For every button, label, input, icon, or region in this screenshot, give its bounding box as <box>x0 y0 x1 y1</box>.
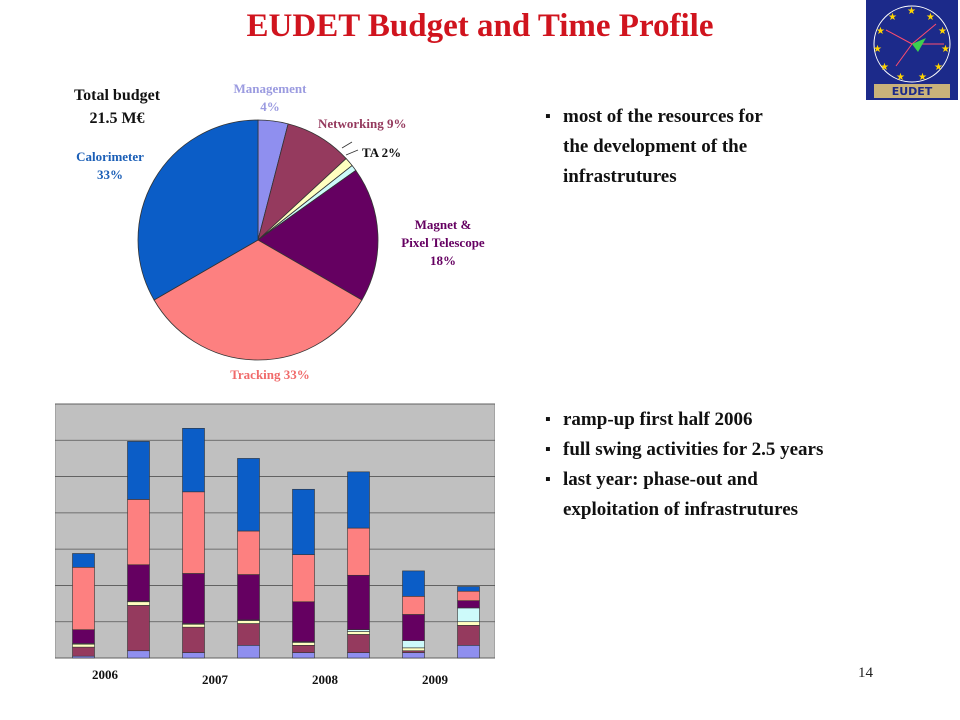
pie-slice-trk <box>153 239 363 361</box>
bar-segment <box>292 488 315 555</box>
bar-segment <box>72 629 95 644</box>
bar-segment <box>182 573 205 624</box>
pie-slice-cal <box>137 119 259 301</box>
bar-segment <box>72 643 95 648</box>
bar-segment <box>457 625 480 646</box>
svg-text:★: ★ <box>888 12 897 23</box>
bar-segment <box>402 640 425 649</box>
pie-label-ta: TA 2% <box>362 145 402 160</box>
bar-segment <box>347 634 370 653</box>
bullet-lastyear: last year: phase-out and <box>545 465 823 495</box>
bar-segment <box>347 631 370 635</box>
year-label-2008: 2008 <box>312 672 338 687</box>
eudet-logo: ★★★ ★★★ ★★★ ★★ EUDET <box>866 0 958 100</box>
bar-segment <box>292 554 315 603</box>
bar-segment <box>182 626 205 653</box>
pie-label-calorimeter: Calorimeter 33% <box>76 149 144 182</box>
bar-segment <box>182 623 205 628</box>
bar-segment <box>457 600 480 609</box>
svg-text:★: ★ <box>880 62 889 73</box>
bar-segment <box>457 607 480 623</box>
svg-text:★: ★ <box>918 72 927 83</box>
pie-leader-line-0 <box>341 141 353 149</box>
total-budget-label: Total budget 21.5 M€ <box>73 87 161 127</box>
bar-segment <box>237 574 260 621</box>
bar-segment <box>127 499 150 566</box>
year-label-2009: 2009 <box>422 672 448 687</box>
svg-text:★: ★ <box>873 44 882 55</box>
bar-segment <box>127 441 150 500</box>
logo-background <box>866 0 958 100</box>
bar-segment <box>402 614 425 641</box>
bar-segment <box>127 650 150 659</box>
bar-segment <box>347 527 370 576</box>
bar-segment <box>292 652 315 659</box>
svg-text:★: ★ <box>896 72 905 83</box>
bar-segment <box>347 652 370 659</box>
bar-segment <box>237 645 260 659</box>
plot-area <box>55 403 495 659</box>
bar-segment <box>402 652 425 659</box>
pie-leader-line-1 <box>345 149 359 156</box>
bar-segment <box>347 574 370 630</box>
bar-segment <box>72 553 95 568</box>
svg-text:★: ★ <box>934 62 943 73</box>
svg-text:★: ★ <box>926 12 935 23</box>
bar-segment <box>292 601 315 642</box>
bar-segment <box>237 623 260 646</box>
bar-segment <box>182 491 205 574</box>
bar-segment <box>457 621 480 626</box>
bar-segment <box>402 596 425 615</box>
bar-segment <box>457 586 480 592</box>
bar-segment <box>182 652 205 659</box>
budget-pie-chart <box>137 119 379 361</box>
pie-label-management: Management 4% <box>233 81 307 114</box>
bar-segment <box>72 646 95 657</box>
bar-segment <box>292 645 315 653</box>
year-label-2006: 2006 <box>92 667 118 682</box>
time-profile-bar-chart <box>55 403 495 659</box>
bar-segment <box>72 566 95 630</box>
year-label-2007: 2007 <box>202 672 228 687</box>
bar-segment <box>127 605 150 652</box>
bullet-resources: most of the resources for <box>545 102 763 132</box>
svg-text:★: ★ <box>907 6 916 17</box>
bar-segment <box>402 647 425 652</box>
bullets-resources: most of the resources for the developmen… <box>545 102 763 192</box>
bar-segment <box>237 620 260 624</box>
svg-text:★: ★ <box>938 26 947 37</box>
bar-segment <box>182 428 205 493</box>
bar-segment <box>402 570 425 597</box>
bar-segment <box>237 530 260 575</box>
svg-text:EUDET: EUDET <box>892 85 933 98</box>
slide-title: EUDET Budget and Time Profile <box>246 8 714 44</box>
pie-label-tracking: Tracking 33% <box>230 367 310 382</box>
svg-text:★: ★ <box>876 26 885 37</box>
svg-text:★: ★ <box>941 44 950 55</box>
bar-segment <box>457 645 480 659</box>
bullet-rampup: ramp-up first half 2006 <box>545 405 823 435</box>
pie-slice-mag <box>257 169 379 301</box>
bar-segment <box>292 642 315 646</box>
bar-segment <box>347 471 370 529</box>
bar-segment <box>457 590 480 601</box>
bullet-fullswing: full swing activities for 2.5 years <box>545 435 823 465</box>
bullets-timeline: ramp-up first half 2006 full swing activ… <box>545 405 823 525</box>
bar-segment <box>237 458 260 532</box>
bar-segment <box>127 601 150 606</box>
bar-segment <box>127 564 150 602</box>
pie-label-networking: Networking 9% <box>318 116 407 131</box>
page-number: 14 <box>858 665 873 681</box>
pie-label-magnet: Magnet & Pixel Telescope 18% <box>401 217 485 268</box>
